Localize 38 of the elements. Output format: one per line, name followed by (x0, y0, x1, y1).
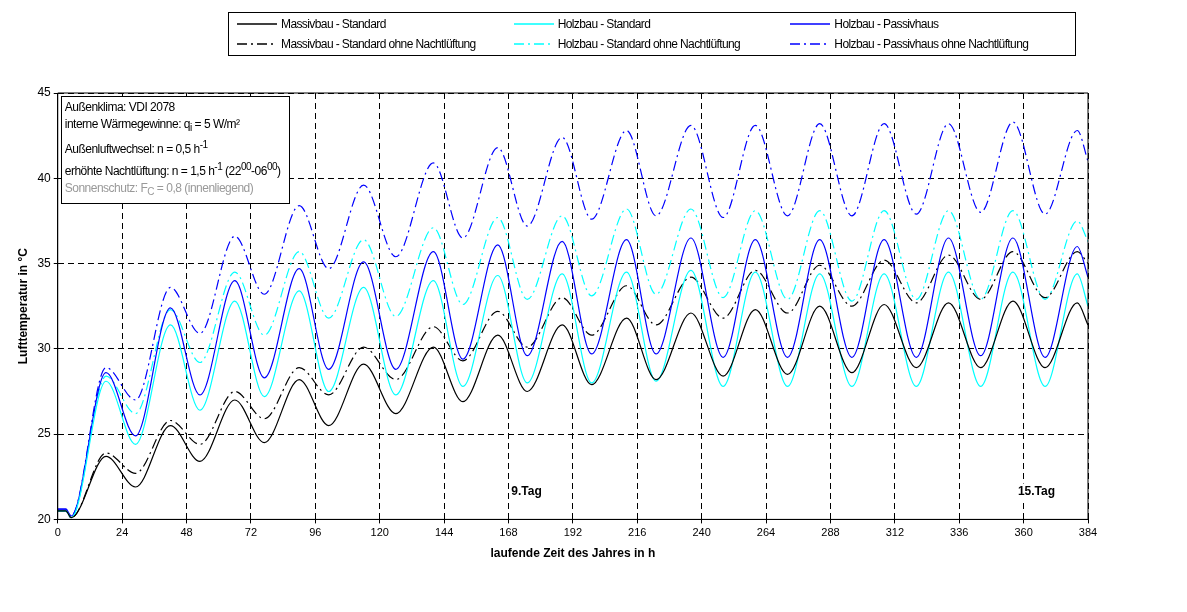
x-tick-label: 72 (244, 526, 258, 539)
legend-label: Massivbau - Standard ohne Nachtlüftung (281, 37, 476, 51)
y-tick-label: 35 (37, 255, 52, 270)
legend-label: Holzbau - Passivhaus ohne Nachtlüftung (834, 37, 1029, 51)
x-tick-label: 336 (950, 526, 969, 539)
x-tick-label: 216 (628, 526, 647, 539)
x-tick-label: 312 (885, 526, 905, 539)
x-tick-label: 0 (54, 526, 61, 539)
legend-label: Massivbau - Standard (281, 17, 386, 31)
x-tick-label: 48 (180, 526, 193, 539)
x-tick-label: 120 (370, 526, 389, 539)
x-tick-label: 240 (692, 526, 711, 539)
annotation: 9.Tag (511, 483, 542, 498)
legend-label: Holzbau - Standard ohne Nachtlüftung (557, 37, 741, 51)
legend-label: Holzbau - Passivhaus (834, 17, 939, 31)
x-tick-label: 360 (1014, 526, 1033, 539)
y-tick-label: 25 (37, 426, 52, 441)
annotation: Sonnenschutz: F$_{C}$ = 0,8 (innenliegend) (64, 180, 255, 200)
x-tick-label: 168 (499, 526, 518, 539)
x-tick-label: 384 (1078, 526, 1098, 539)
x-tick-label: 264 (756, 526, 776, 539)
y-tick-label: 45 (37, 85, 52, 100)
y-tick-label: 40 (37, 170, 52, 185)
annotation: Außenluftwechsel: n = 0,5 h$^{-1}$ (64, 138, 209, 159)
x-tick-label: 96 (309, 526, 322, 539)
annotation: interne Wärmegewinne: q$_{i}$ = 5 W/m² (64, 116, 241, 136)
x-tick-label: 144 (434, 526, 454, 539)
legend-label: Holzbau - Standard (557, 17, 651, 31)
y-tick-label: 20 (37, 511, 52, 526)
annotation: 15.Tag (1017, 483, 1056, 498)
x-axis-title: laufende Zeit des Jahres in h (490, 546, 656, 561)
annotation: erhöhte Nachtlüftung: n = 1,5 h$^{-1}$ (22$^{00}$-06$^{00}$) (64, 160, 281, 181)
y-tick-label: 30 (37, 341, 52, 356)
annotation: Außenklima: VDI 2078 (64, 99, 176, 116)
x-tick-label: 192 (563, 526, 583, 539)
x-tick-label: 24 (116, 526, 129, 539)
x-tick-label: 288 (821, 526, 840, 539)
y-axis-title: Lufttemperatur in °C (15, 247, 30, 365)
